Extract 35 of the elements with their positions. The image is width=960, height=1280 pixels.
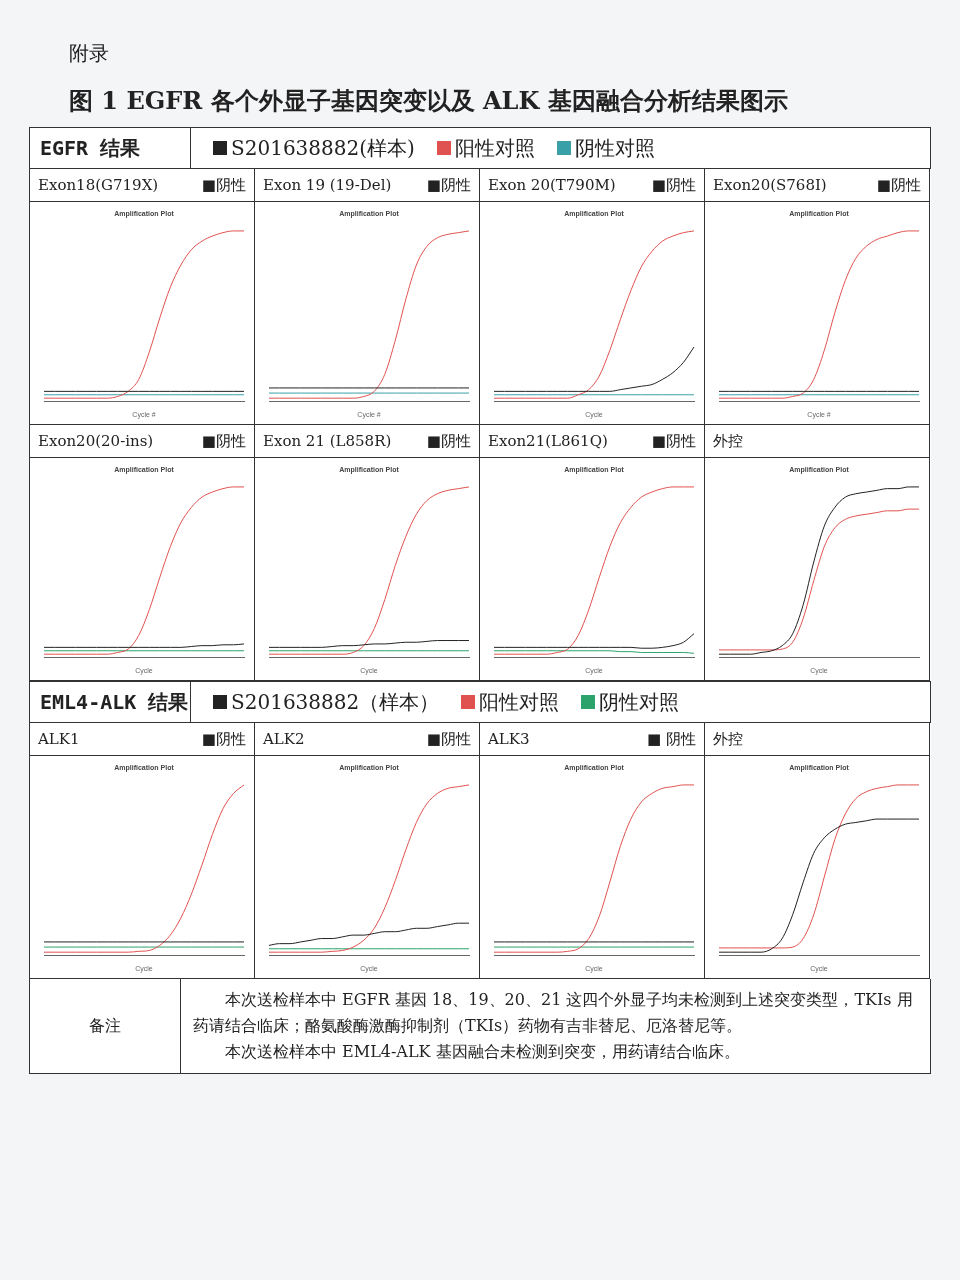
chart-title: ALK1	[38, 730, 80, 748]
text: ■阴性	[426, 431, 471, 451]
chart-title: Exon 21 (L858R)	[263, 432, 392, 450]
text: 阴性对照	[574, 134, 655, 162]
chart-title: Exon20(20-ins)	[38, 432, 154, 450]
chart-title: ALK2	[263, 730, 305, 748]
chart-title: Exon18(G719X)	[38, 176, 159, 194]
text: ■阴性	[426, 175, 471, 195]
text: 阳性对照	[454, 134, 535, 162]
text: ■阴性	[426, 729, 471, 749]
text: ■阴性	[201, 729, 246, 749]
text: 附录	[69, 40, 110, 67]
text: EML4-ALK 结果	[30, 682, 191, 722]
chart-title: ALK3	[488, 730, 530, 748]
chart-title: Exon21(L861Q)	[488, 432, 608, 450]
text: 阴性对照	[599, 688, 680, 716]
text: S201638882(样本)	[231, 134, 415, 162]
text: 图 1 EGFR 各个外显子基因突变以及 ALK 基因融合分析结果图示	[69, 85, 789, 117]
text: 阳性对照	[479, 688, 560, 716]
text: EGFR 结果	[30, 128, 191, 168]
text: ■阴性	[651, 175, 696, 195]
chart-title: Exon20(S768I)	[713, 176, 827, 194]
text: 本次送检样本中 EGFR 基因 18、19、20、21 这四个外显子均未检测到上述突变类型，TKIs 用药请结合临床；酪氨酸酶激酶抑制剂（TKIs）药物有吉非替尼、厄洛替尼等。	[193, 989, 914, 1037]
text: 本次送检样本中 EML4-ALK 基因融合未检测到突变，用药请结合临床。	[224, 1041, 741, 1063]
text: ■阴性	[876, 175, 921, 195]
text: ■阴性	[201, 431, 246, 451]
text: ■阴性	[651, 431, 696, 451]
chart-title: 外控	[713, 431, 743, 451]
text: ■阴性	[201, 175, 246, 195]
text: 备注	[30, 979, 181, 1073]
chart-title: 外控	[713, 729, 743, 749]
text: ■ 阴性	[647, 729, 696, 749]
chart-title: Exon 19 (19-Del)	[263, 176, 392, 194]
chart-title: Exon 20(T790M)	[488, 176, 616, 194]
text: S201638882（样本）	[231, 688, 440, 716]
